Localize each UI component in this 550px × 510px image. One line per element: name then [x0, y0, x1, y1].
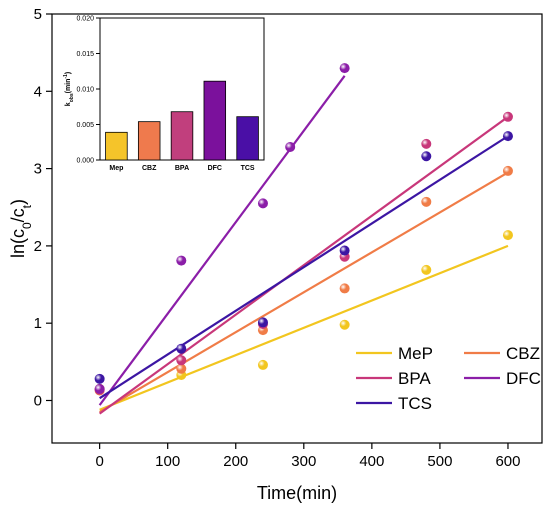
legend-item-BPA: BPA	[356, 369, 431, 388]
fit-line-DFC	[98, 75, 346, 406]
inset-y-tick-label: 0.005	[76, 122, 94, 129]
data-point-TCS	[502, 131, 513, 142]
data-point-TCS	[421, 151, 432, 162]
y-axis-title: ln(c0/ct)	[8, 199, 34, 258]
inset-y-tick-label: 0.020	[76, 16, 94, 23]
legend-label: BPA	[398, 369, 431, 388]
legend-item-CBZ: CBZ	[464, 344, 540, 363]
data-point-TCS	[176, 343, 187, 354]
inset-y-tick-label: 0.000	[76, 158, 94, 165]
inset-y-title-part: k	[65, 102, 72, 106]
y-axis-title-part: )	[8, 199, 28, 205]
fit-line-MeP	[99, 244, 509, 411]
y-tick-label: 5	[34, 6, 42, 23]
inset-category-label: BPA	[175, 165, 189, 172]
data-point-BPA	[502, 111, 513, 122]
x-tick-label: 400	[359, 453, 384, 470]
y-tick-label: 0	[34, 392, 42, 409]
inset-bar-chart: 0.000 0.005 0.010 0.015 0.020 Mep CBZ BPA DFC TCS…	[63, 16, 265, 172]
x-tick-label: 100	[155, 453, 180, 470]
y-axis-title-part: ln(c	[8, 229, 28, 258]
series-DFC	[94, 63, 350, 406]
data-point-TCS	[257, 317, 268, 328]
data-point-DFC	[176, 255, 187, 266]
data-point-DFC	[257, 198, 268, 209]
x-tick-label: 500	[427, 453, 452, 470]
y-tick-label: 3	[34, 161, 42, 178]
data-point-CBZ	[421, 196, 432, 207]
fit-line-BPA	[98, 115, 509, 415]
fit-line-CBZ	[99, 171, 509, 414]
inset-bar-CBZ	[137, 121, 161, 161]
data-point-MeP	[257, 359, 268, 370]
x-tick-label: 0	[95, 453, 103, 470]
inset-category-label: TCS	[241, 165, 255, 172]
data-point-CBZ	[502, 165, 513, 176]
x-tick-label: 600	[495, 453, 520, 470]
data-point-MeP	[502, 230, 513, 241]
series-MeP	[94, 230, 513, 411]
y-axis-title-subscript: t	[20, 204, 34, 208]
data-point-CBZ	[339, 283, 350, 294]
data-point-DFC	[339, 63, 350, 74]
data-point-DFC	[94, 383, 105, 394]
legend-item-TCS: TCS	[356, 394, 432, 413]
legend-label: MeP	[398, 344, 433, 363]
x-tick-label: 300	[291, 453, 316, 470]
inset-y-tick-label: 0.015	[76, 51, 94, 58]
inset-y-tick-label: 0.010	[76, 87, 94, 94]
legend-item-MeP: MeP	[356, 344, 433, 363]
plot-frame	[51, 13, 543, 444]
inset-bar-Mep	[105, 131, 128, 161]
main-plot: 0 100 200 300 400 500 600012345Time(min)ln(c0/…	[8, 6, 543, 503]
inset-category-label: Mep	[109, 165, 123, 172]
series-TCS	[94, 131, 513, 400]
data-point-MeP	[421, 264, 432, 275]
y-tick-label: 4	[34, 83, 42, 100]
inset-category-label: CBZ	[142, 165, 157, 172]
data-point-DFC	[285, 141, 296, 152]
y-axis-title-subscript: 0	[20, 222, 34, 229]
inset-y-title-part: )	[65, 72, 72, 74]
inset-y-axis-title: kobs(min-1)	[63, 72, 75, 106]
data-point-BPA	[421, 138, 432, 149]
x-axis-title: Time(min)	[257, 483, 337, 503]
inset-y-title-superscript: -1	[63, 74, 69, 79]
inset-category-label: DFC	[208, 165, 222, 172]
inset-bar-BPA	[170, 111, 194, 161]
fit-line-TCS	[99, 135, 509, 400]
y-tick-label: 1	[34, 315, 42, 332]
series-CBZ	[94, 165, 513, 414]
legend-item-DFC: DFC	[464, 369, 541, 388]
data-point-BPA	[176, 355, 187, 366]
data-point-TCS	[339, 245, 350, 256]
legend-label: CBZ	[506, 344, 540, 363]
inset-bar-DFC	[203, 80, 227, 161]
y-tick-label: 2	[34, 238, 42, 255]
inset-bar-TCS	[236, 116, 259, 161]
x-tick-label: 200	[223, 453, 248, 470]
data-point-TCS	[94, 373, 105, 384]
legend-label: DFC	[506, 369, 541, 388]
data-point-CBZ	[176, 363, 187, 374]
y-axis-title-part: /c	[8, 208, 28, 222]
inset-y-title-part: (min	[65, 79, 72, 94]
inset-y-title-subscript: obs	[69, 93, 75, 102]
legend-label: TCS	[398, 394, 432, 413]
data-point-MeP	[339, 319, 350, 330]
